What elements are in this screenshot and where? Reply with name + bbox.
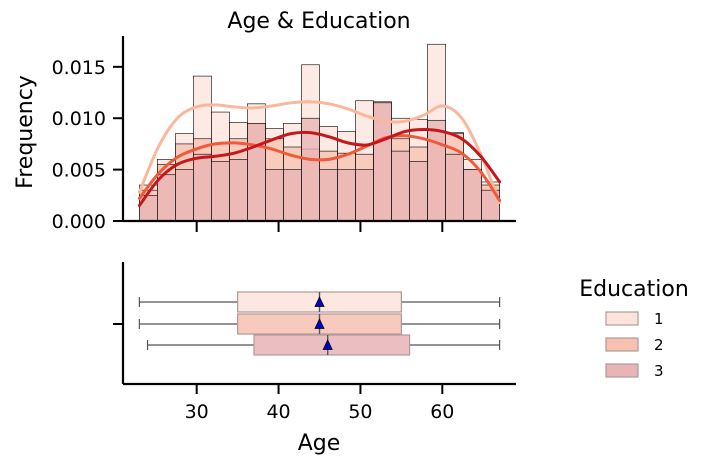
y-tick-label: 0.000 <box>52 211 106 233</box>
hist-bar-edu-3 <box>391 150 410 222</box>
legend-label-2: 2 <box>654 336 664 354</box>
legend-label-3: 3 <box>654 362 664 380</box>
hist-bar-edu-3 <box>265 169 284 222</box>
boxplot-edu-3 <box>146 334 501 356</box>
hist-bar-edu-3 <box>175 169 194 222</box>
chart-title: Age & Education <box>227 9 410 34</box>
mean-marker <box>314 318 325 329</box>
legend-title: Education <box>579 277 689 302</box>
hist-bar-edu-3 <box>445 153 464 222</box>
boxplot-edu-2 <box>138 313 501 335</box>
x-tick-label: 50 <box>348 401 372 423</box>
hist-bar-edu-3 <box>319 169 338 222</box>
hist-bar-edu-3 <box>463 169 482 222</box>
legend: Education 1 2 3 <box>579 277 689 380</box>
hist-bar-edu-3 <box>193 153 212 222</box>
hist-bar-edu-3 <box>247 123 266 222</box>
y-tick-label: 0.005 <box>52 160 106 182</box>
histogram-panel: 0.000 0.005 0.010 0.015 Age & Education Fre… <box>13 9 516 233</box>
boxplot-panel: 30 40 50 60 Age <box>113 262 516 456</box>
y-tick-label: 0.015 <box>52 57 106 79</box>
hist-bar-edu-3 <box>157 174 176 222</box>
kde-curves <box>137 100 502 208</box>
legend-items: 1 2 3 <box>605 310 664 380</box>
x-axis-label: Age <box>298 431 341 456</box>
hist-bar-edu-3 <box>283 169 302 222</box>
box-iqr <box>253 334 411 356</box>
x-tick-label: 60 <box>430 401 454 423</box>
hist-bar-edu-3 <box>211 161 230 222</box>
kde-curve-edu-2 <box>137 134 502 202</box>
mean-marker <box>314 296 325 307</box>
hist-bar-edu-3 <box>409 161 428 222</box>
legend-label-1: 1 <box>654 310 664 328</box>
y-tick-label: 0.010 <box>52 108 106 130</box>
kde-curve-edu-1 <box>137 100 502 204</box>
legend-swatch-3 <box>605 363 639 378</box>
hist-bar-edu-3 <box>427 119 446 222</box>
x-tick-label: 40 <box>266 401 290 423</box>
y-ticks: 0.000 0.005 0.010 0.015 <box>52 57 123 233</box>
kde-curve-edu-3 <box>137 128 502 208</box>
boxplot-edu-1 <box>138 291 501 313</box>
legend-swatch-1 <box>605 311 639 326</box>
hist-bar-edu-3 <box>355 169 374 222</box>
x-ticks-top <box>195 221 444 232</box>
hist-bar-edu-3 <box>337 169 356 222</box>
hist-bar-edu-3 <box>229 159 248 222</box>
y-axis-label: Frequency <box>13 75 38 189</box>
legend-swatch-2 <box>605 337 639 352</box>
x-tick-label: 30 <box>185 401 209 423</box>
mean-marker <box>322 339 333 350</box>
boxplots <box>138 291 501 356</box>
x-ticks-bottom: 30 40 50 60 <box>185 384 454 423</box>
